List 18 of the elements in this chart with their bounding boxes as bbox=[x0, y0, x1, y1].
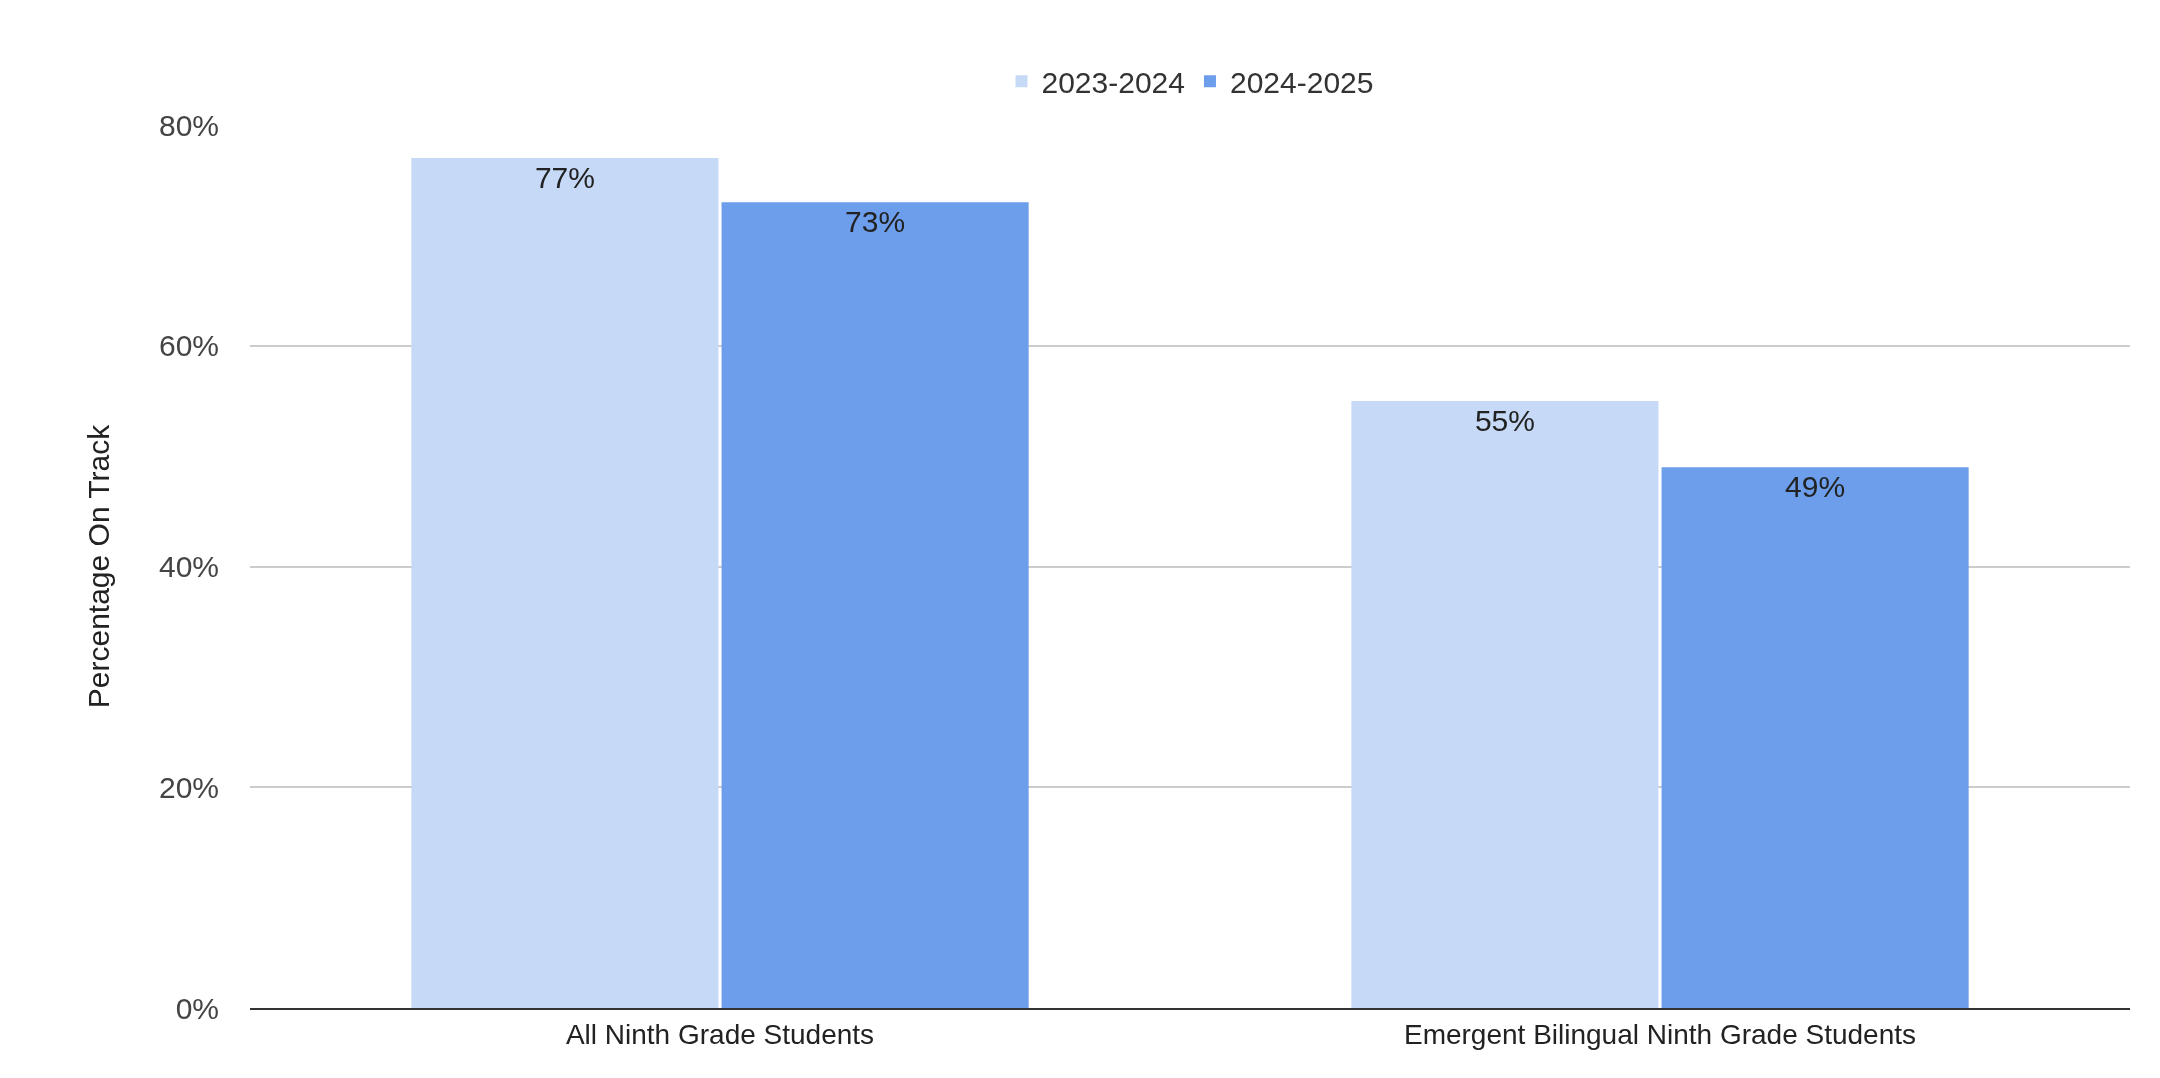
y-tick-label: 60% bbox=[158, 329, 219, 363]
bar bbox=[411, 158, 719, 1008]
y-tick-label: 80% bbox=[158, 108, 219, 142]
data-label: 77% bbox=[534, 161, 595, 195]
bar bbox=[1351, 400, 1659, 1008]
data-label: 55% bbox=[1474, 403, 1535, 437]
data-label: 73% bbox=[845, 205, 906, 239]
x-tick-label: All Ninth Grade Students bbox=[565, 1018, 875, 1050]
y-axis-title: Percentage On Track bbox=[81, 423, 115, 709]
x-tick-label: Emergent Bilingual Ninth Grade Students bbox=[1403, 1018, 1917, 1050]
legend-label: 2024-2025 bbox=[1229, 66, 1374, 100]
y-tick-label: 40% bbox=[158, 550, 219, 583]
bar bbox=[1661, 467, 1969, 1008]
y-tick-label: 20% bbox=[158, 770, 219, 804]
legend-label: 2023-2024 bbox=[1041, 66, 1185, 100]
data-label: 49% bbox=[1785, 470, 1846, 504]
y-tick-label: 0% bbox=[175, 991, 219, 1025]
bar bbox=[721, 202, 1029, 1008]
